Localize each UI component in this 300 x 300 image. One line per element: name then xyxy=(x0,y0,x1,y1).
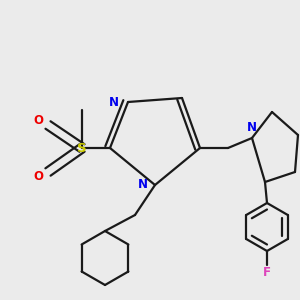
Text: S: S xyxy=(77,142,87,154)
Text: O: O xyxy=(33,115,43,128)
Text: N: N xyxy=(247,122,257,134)
Text: O: O xyxy=(33,169,43,182)
Text: N: N xyxy=(138,178,148,191)
Text: F: F xyxy=(263,266,271,280)
Text: N: N xyxy=(109,95,119,109)
